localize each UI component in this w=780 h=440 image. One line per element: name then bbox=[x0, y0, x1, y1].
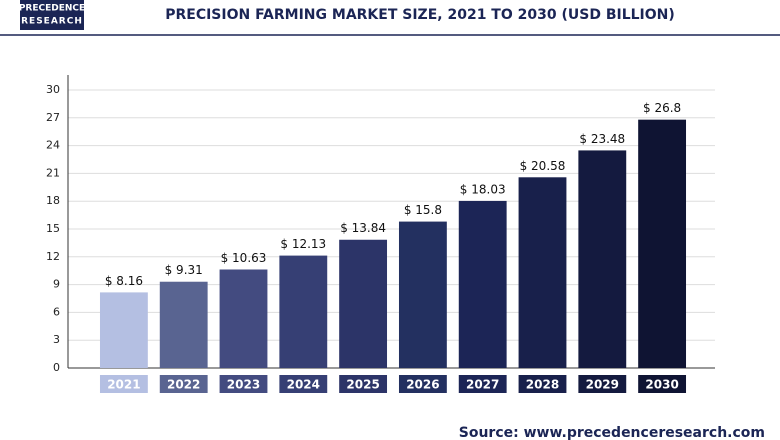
value-label: $ 26.8 bbox=[643, 101, 681, 115]
logo-box bbox=[20, 0, 84, 30]
x-label-box bbox=[398, 375, 447, 393]
y-tick-label: 18 bbox=[46, 194, 60, 207]
bar bbox=[159, 281, 208, 368]
y-tick-label: 0 bbox=[53, 361, 60, 374]
x-tick-label: 2027 bbox=[466, 378, 499, 392]
y-tick-label: 24 bbox=[46, 139, 60, 152]
bar bbox=[458, 200, 507, 368]
chart-title: PRECISION FARMING MARKET SIZE, 2021 TO 2… bbox=[165, 7, 675, 23]
x-tick-label: 2028 bbox=[526, 378, 559, 392]
value-label: $ 18.03 bbox=[460, 182, 506, 196]
bar bbox=[398, 221, 447, 368]
bar bbox=[219, 269, 268, 368]
value-label: $ 10.63 bbox=[221, 251, 267, 265]
y-tick-label: 21 bbox=[46, 166, 60, 179]
y-tick-label: 12 bbox=[46, 250, 60, 263]
y-tick-label: 9 bbox=[53, 278, 60, 291]
y-tick-label: 15 bbox=[46, 222, 60, 235]
value-label: $ 8.16 bbox=[105, 274, 143, 288]
value-label: $ 9.31 bbox=[165, 263, 203, 277]
bar bbox=[578, 150, 627, 368]
x-label-box bbox=[99, 375, 148, 393]
value-label: $ 12.13 bbox=[280, 237, 326, 251]
logo-text: PRECEDENCE bbox=[19, 4, 85, 14]
x-label-box bbox=[578, 375, 627, 393]
bar bbox=[99, 292, 148, 368]
x-label-box bbox=[339, 375, 388, 393]
x-tick-label: 2030 bbox=[645, 378, 678, 392]
x-label-box bbox=[279, 375, 328, 393]
x-label-box bbox=[638, 375, 687, 393]
x-tick-label: 2024 bbox=[287, 378, 320, 392]
x-tick-label: 2026 bbox=[406, 378, 439, 392]
y-tick-label: 6 bbox=[53, 305, 60, 318]
value-label: $ 13.84 bbox=[340, 221, 386, 235]
bar bbox=[638, 119, 687, 368]
x-label-box bbox=[219, 375, 268, 393]
x-label-box bbox=[518, 375, 567, 393]
x-label-box bbox=[159, 375, 208, 393]
x-tick-label: 2023 bbox=[227, 378, 260, 392]
source: Source: www.precedenceresearch.com bbox=[459, 425, 765, 440]
x-label-box bbox=[458, 375, 507, 393]
y-tick-label: 30 bbox=[46, 83, 60, 96]
y-tick-label: 27 bbox=[46, 111, 60, 124]
x-tick-label: 2029 bbox=[586, 378, 619, 392]
bar bbox=[279, 255, 328, 368]
value-label: $ 15.8 bbox=[404, 203, 442, 217]
y-tick-label: 3 bbox=[53, 333, 60, 346]
bar bbox=[518, 177, 567, 368]
value-label: $ 23.48 bbox=[579, 132, 625, 146]
x-tick-label: 2025 bbox=[346, 378, 379, 392]
x-tick-label: 2022 bbox=[167, 378, 200, 392]
bar bbox=[339, 239, 388, 368]
x-tick-label: 2021 bbox=[107, 378, 140, 392]
logo-text: RESEARCH bbox=[21, 17, 83, 27]
value-label: $ 20.58 bbox=[520, 159, 566, 173]
